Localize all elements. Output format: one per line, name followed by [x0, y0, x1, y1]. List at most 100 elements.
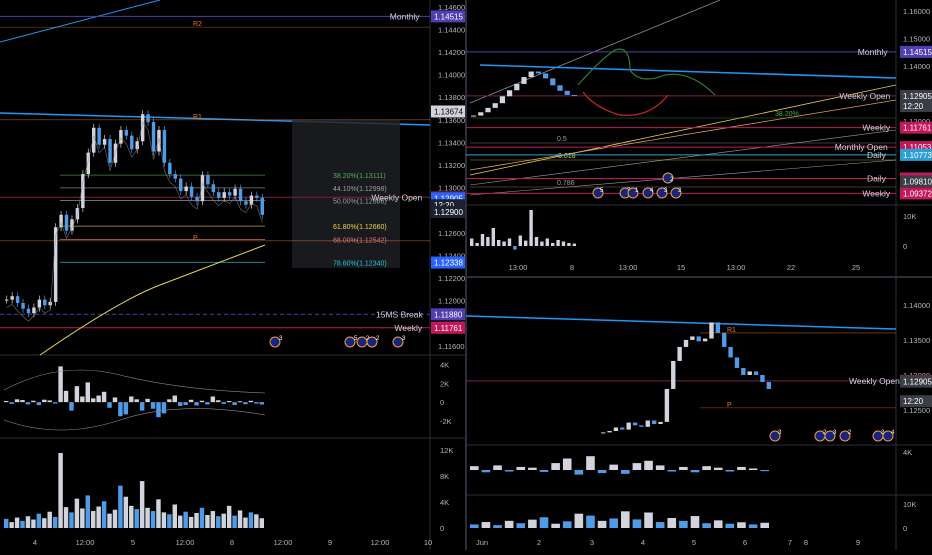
- left-osc-bar: [69, 402, 74, 411]
- br-event-badge[interactable]: [839, 430, 851, 442]
- left-sma-line: [39, 244, 266, 356]
- tr-candle: [514, 83, 520, 91]
- left-osc-bar: [91, 398, 96, 403]
- left-candle: [26, 308, 31, 314]
- br-candle: [702, 338, 708, 342]
- left-volume-bar: [14, 517, 20, 528]
- tr-level-price-bg: [900, 187, 932, 200]
- br-osc-bar: [470, 466, 479, 470]
- left-osc-bar: [259, 402, 264, 405]
- br-candle: [613, 427, 619, 431]
- left-osc-bar: [31, 400, 36, 403]
- left-level-label: Monthly: [390, 11, 421, 21]
- tr-level-label: Daily: [867, 150, 887, 160]
- br-candle: [645, 420, 650, 427]
- br-event-badge[interactable]: [882, 430, 894, 442]
- tr-x-tick: 15: [677, 263, 685, 272]
- left-volume-bar: [96, 506, 101, 528]
- left-candle: [5, 299, 9, 301]
- left-candle: [140, 114, 145, 142]
- br-candle: [690, 336, 695, 340]
- left-osc-bar: [183, 402, 188, 405]
- tr-event-badge[interactable]: [592, 187, 604, 199]
- br-osc-bar: [690, 470, 700, 473]
- tr-candle: [499, 96, 505, 104]
- left-x-tick: 12:00: [371, 538, 390, 547]
- tr-candle: [478, 112, 484, 116]
- br-osc-bar: [655, 465, 665, 470]
- left-event-badge[interactable]: [269, 336, 281, 348]
- tr-volume-bar: [551, 243, 555, 246]
- br-candle: [715, 322, 721, 333]
- tr-volume-bar: [572, 243, 576, 246]
- br-volume-bar: [516, 523, 526, 528]
- left-volume-bar: [80, 508, 85, 528]
- left-osc-bar: [20, 400, 25, 403]
- left-level-price-bg: [431, 321, 465, 334]
- tr-event-badge[interactable]: [642, 187, 654, 199]
- tr-level-label: Monthly Open: [835, 142, 888, 152]
- tr-price-tag: 1.09810: [903, 177, 932, 186]
- br-volume-bar: [574, 513, 584, 528]
- br-event-badge[interactable]: [769, 430, 781, 442]
- tr-event-badge[interactable]: [627, 187, 639, 199]
- br-osc-bar: [586, 456, 595, 470]
- br-volume-bar: [679, 520, 688, 528]
- tr-event-count: 1: [635, 188, 639, 194]
- left-price-tag: 1.12900: [434, 208, 463, 217]
- left-osc-bar: [205, 402, 210, 405]
- br-event-badge[interactable]: [824, 430, 836, 442]
- br-event-count: 3: [881, 430, 885, 436]
- tr-vol-y-tick: 0: [903, 242, 907, 251]
- left-candle: [102, 139, 107, 145]
- tr-fib-label: 0.618: [558, 153, 576, 160]
- left-x-tick: 8: [230, 538, 234, 547]
- left-volume-bar: [254, 514, 259, 528]
- left-osc-bar: [178, 402, 183, 406]
- br-osc-bar: [667, 470, 677, 472]
- tr-event-badge[interactable]: [656, 187, 668, 199]
- br-volume-bar: [562, 521, 572, 528]
- br-candle: [664, 388, 670, 422]
- br-candle: [766, 381, 771, 389]
- tr-fan-line: [469, 99, 897, 171]
- left-candle: [146, 114, 150, 123]
- left-fib-label: 78.60%(1.12340): [333, 260, 387, 267]
- left-price-tag: 1.12905: [434, 194, 463, 203]
- left-volume-bar: [248, 512, 254, 528]
- tr-price-tag-bg: [900, 90, 932, 103]
- br-candle: [620, 427, 625, 430]
- left-volume-bar: [139, 481, 145, 528]
- br-volume-bar: [586, 515, 595, 528]
- tr-event-badge[interactable]: [662, 172, 674, 184]
- left-volume-bar: [25, 516, 31, 528]
- tr-candle: [557, 85, 563, 91]
- br-event-count: 2: [848, 430, 852, 436]
- br-x-tick: Jun: [476, 538, 488, 547]
- br-volume-bar: [748, 524, 758, 528]
- tr-volume-bar: [486, 237, 490, 246]
- left-candle: [37, 299, 42, 308]
- tr-event-count: 2: [670, 177, 674, 183]
- left-event-badge[interactable]: [366, 336, 378, 348]
- tr-level-label: Weekly: [862, 188, 890, 198]
- br-volume-panel: 10K 0: [470, 500, 916, 533]
- left-osc-bar: [248, 400, 254, 403]
- left-osc-bar: [112, 397, 118, 403]
- br-osc-bar: [725, 470, 735, 472]
- left-price-panel: 1.14600 1.14400 1.14200 1.14000 1.13800 1.136…: [0, 0, 465, 547]
- left-volume-bar: [31, 519, 36, 528]
- left-price-tag-bg: [431, 256, 465, 269]
- tr-event-badge[interactable]: [670, 187, 682, 199]
- br-osc-panel: 4K: [470, 448, 912, 475]
- tr-volume-bar: [480, 234, 485, 246]
- tr-candle: [535, 71, 541, 74]
- left-event-badge[interactable]: [344, 336, 356, 348]
- left-vol-y-tick: 0: [440, 524, 444, 533]
- tr-trend-line: [479, 64, 897, 79]
- br-candle: [601, 432, 606, 434]
- left-event-badge[interactable]: [392, 336, 404, 348]
- br-osc-bar: [504, 470, 514, 472]
